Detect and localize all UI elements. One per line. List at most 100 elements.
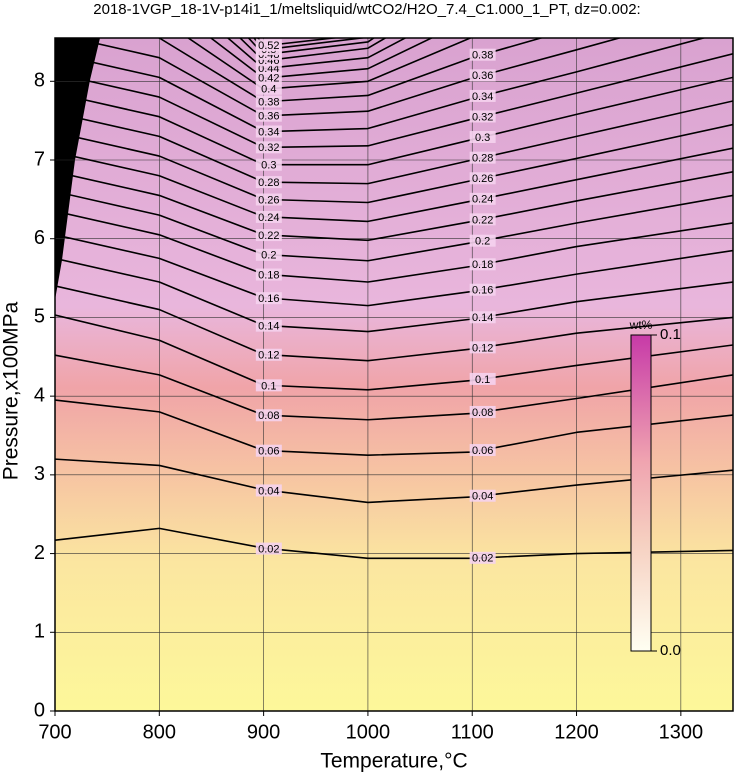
contour-label-box	[469, 89, 496, 102]
contour-label-box	[469, 283, 496, 296]
contour-label-box	[469, 151, 496, 164]
x-tick-label: 1000	[346, 721, 391, 743]
contour-label: 0.04	[258, 485, 279, 497]
y-axis-title: Pressure,x100MPa	[0, 301, 23, 480]
colorbar	[630, 334, 652, 652]
x-tick-label: 1300	[659, 721, 704, 743]
contour-label: 0.04	[472, 491, 493, 503]
contour-label: 0.14	[472, 312, 493, 324]
contour-label: 0.16	[472, 285, 493, 297]
contour-label: 0.1	[261, 380, 276, 392]
contour-label: 0.52	[258, 40, 279, 52]
contour-line	[55, 190, 733, 262]
contour-line	[55, 123, 733, 204]
contour-line	[68, 38, 623, 117]
y-tick-label: 8	[34, 70, 45, 92]
contour-label: 0.18	[472, 259, 493, 271]
plot-frame	[54, 37, 734, 712]
contour-label-box	[469, 551, 496, 564]
contour-line	[155, 38, 544, 103]
contour-label-box	[469, 110, 496, 123]
contour-label: 0.3	[475, 132, 490, 144]
contour-line	[209, 38, 434, 79]
contour-line	[55, 399, 733, 456]
plot-background	[55, 38, 733, 711]
contour-label: 0.26	[258, 194, 279, 206]
contour-line	[55, 458, 733, 504]
contour-label: 0.28	[258, 177, 279, 189]
contour-label-box	[255, 409, 282, 422]
contour-label: 0.06	[472, 445, 493, 457]
contour-label: 0.38	[258, 96, 279, 108]
y-tick-label: 3	[34, 463, 45, 485]
contour-label: 0.14	[258, 321, 279, 333]
contour-label-box	[255, 379, 282, 392]
contour-label-box	[469, 341, 496, 354]
contour-line	[55, 314, 733, 391]
contour-label: 0.02	[472, 553, 493, 565]
contour-line	[55, 100, 733, 185]
contour-line	[55, 257, 733, 333]
contour-label: 0.38	[472, 50, 493, 62]
contour-line	[55, 52, 733, 149]
contour-line	[247, 38, 376, 56]
contour-label-box	[469, 69, 496, 82]
contour-line	[55, 354, 733, 421]
colorbar-tick-label: 0.0	[660, 642, 681, 659]
contour-label-box	[255, 54, 282, 67]
contour-label: 0.36	[472, 70, 493, 82]
x-tick-label: 800	[143, 721, 176, 743]
contour-label-box	[255, 71, 282, 84]
contour-label-box	[255, 62, 282, 75]
contour-label: 0.22	[258, 230, 279, 242]
contour-label-box	[469, 192, 496, 205]
y-tick-label: 0	[34, 699, 45, 721]
contour-label-box	[255, 210, 282, 223]
contour-label-box	[469, 131, 496, 144]
y-tick-label: 7	[34, 148, 45, 170]
contour-label: 0.06	[258, 446, 279, 458]
contour-label-box	[255, 248, 282, 261]
contour-label-box	[469, 372, 496, 385]
y-tick-label: 5	[34, 306, 45, 328]
contour-label: 0.08	[258, 410, 279, 422]
contour-label: 0.46	[258, 55, 279, 67]
contour-label: 0.3	[261, 160, 276, 172]
colorbar-label: wt%	[629, 318, 653, 332]
contour-line	[55, 76, 733, 166]
x-tick-label: 900	[247, 721, 280, 743]
contour-label: 0.18	[258, 269, 279, 281]
contour-label-box	[469, 405, 496, 418]
y-tick-label: 4	[34, 384, 45, 406]
contour-label: 0.22	[472, 214, 493, 226]
contour-label-box	[255, 444, 282, 457]
contour-label: 0.08	[472, 407, 493, 419]
contour-label-box	[255, 141, 282, 154]
contour-line	[239, 38, 387, 62]
contour-line	[186, 38, 473, 90]
contour-label-box	[255, 125, 282, 138]
contour-label: 0.1	[475, 374, 490, 386]
contour-label-box	[255, 484, 282, 497]
contour-label-box	[469, 311, 496, 324]
contour-line	[55, 285, 733, 362]
contour-label-box	[255, 193, 282, 206]
contour-line	[226, 38, 407, 70]
contour-label-box	[255, 319, 282, 332]
contour-line	[55, 147, 733, 223]
contour-label-box	[469, 234, 496, 247]
contour-label-box	[255, 158, 282, 171]
contour-label: 0.4	[261, 84, 276, 96]
no-data-region	[55, 38, 100, 300]
contour-label: 0.02	[258, 543, 279, 555]
contour-label: 0.34	[258, 126, 279, 138]
contour-label: 0.24	[472, 194, 493, 206]
contour-label: 0.2	[475, 236, 490, 248]
contour-label: 0.42	[258, 73, 279, 85]
x-tick-label: 1100	[451, 721, 494, 743]
contour-label: 0.16	[258, 293, 279, 305]
contour-label: 0.24	[258, 212, 279, 224]
contour-label: 0.28	[472, 153, 493, 165]
contour-label-box	[255, 176, 282, 189]
